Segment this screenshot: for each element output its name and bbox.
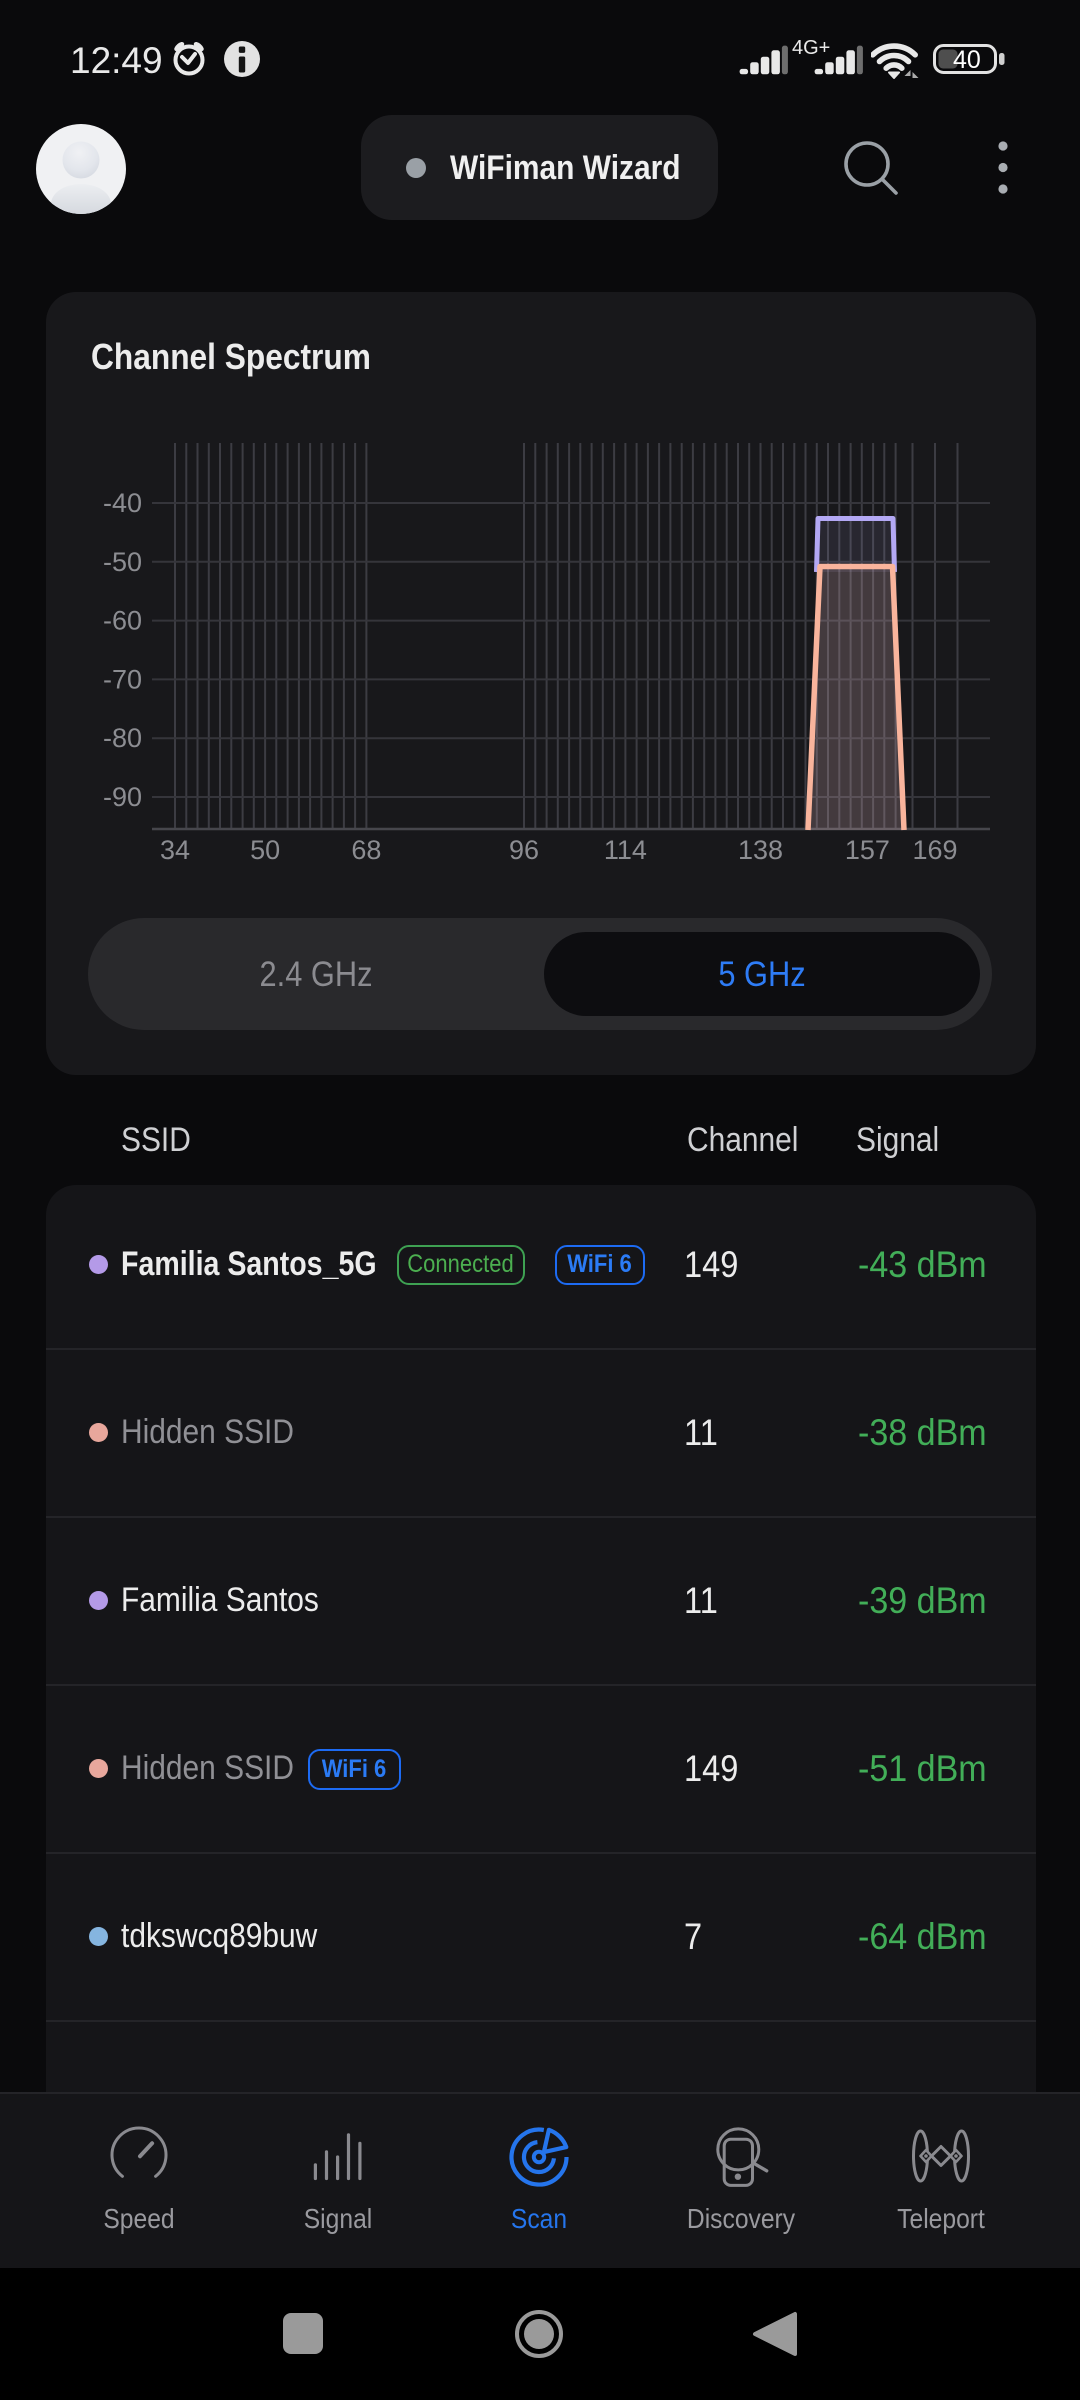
svg-text:-50: -50	[103, 547, 142, 577]
svg-text:34: 34	[160, 835, 190, 865]
svg-text:169: 169	[912, 835, 957, 865]
svg-text:50: 50	[250, 835, 280, 865]
svg-text:138: 138	[738, 835, 783, 865]
svg-text:96: 96	[509, 835, 539, 865]
svg-text:68: 68	[351, 835, 381, 865]
svg-text:-70: -70	[103, 664, 142, 694]
svg-text:-80: -80	[103, 723, 142, 753]
svg-text:-40: -40	[103, 488, 142, 518]
svg-text:114: 114	[604, 835, 647, 865]
svg-text:40: 40	[953, 46, 981, 74]
svg-text:-90: -90	[103, 782, 142, 812]
svg-text:157: 157	[845, 835, 890, 865]
svg-text:-60: -60	[103, 606, 142, 636]
